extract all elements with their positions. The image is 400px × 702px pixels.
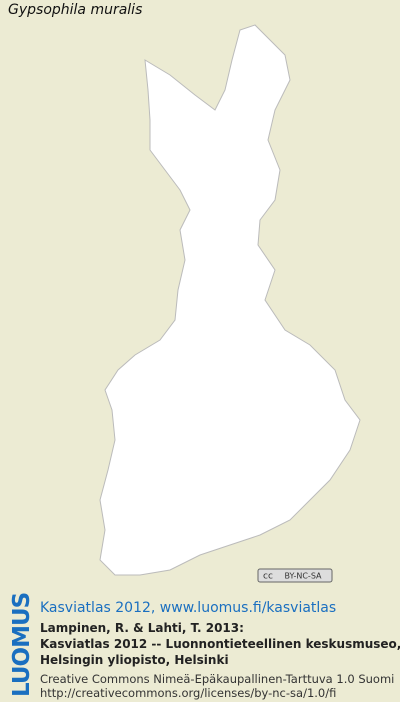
cc-badge: cc BY-NC-SA [257, 568, 333, 583]
finland-outline [99, 24, 361, 576]
license-line: http://creativecommons.org/licenses/by-n… [40, 686, 337, 700]
map-title: Gypsophila muralis [8, 2, 142, 18]
citation-line: Kasviatlas 2012 -- Luonnontieteellinen k… [40, 637, 400, 651]
logo: LUOMUS [9, 592, 35, 697]
license-line: Creative Commons Nimeä-Epäkaupallinen-Ta… [40, 672, 395, 686]
link[interactable]: Kasviatlas 2012, www.luomus.fi/kasviatla… [40, 600, 337, 616]
citation-line: Lampinen, R. & Lahti, T. 2013: [40, 621, 244, 635]
badge-text: BY-NC-SA [284, 572, 322, 581]
map: Gypsophila muralis cc BY-NC-SA [8, 2, 361, 583]
citation-line: Helsingin yliopisto, Helsinki [40, 653, 229, 667]
badge-cc: cc [263, 572, 273, 582]
logo-box: LUOMUS [2, 592, 36, 700]
